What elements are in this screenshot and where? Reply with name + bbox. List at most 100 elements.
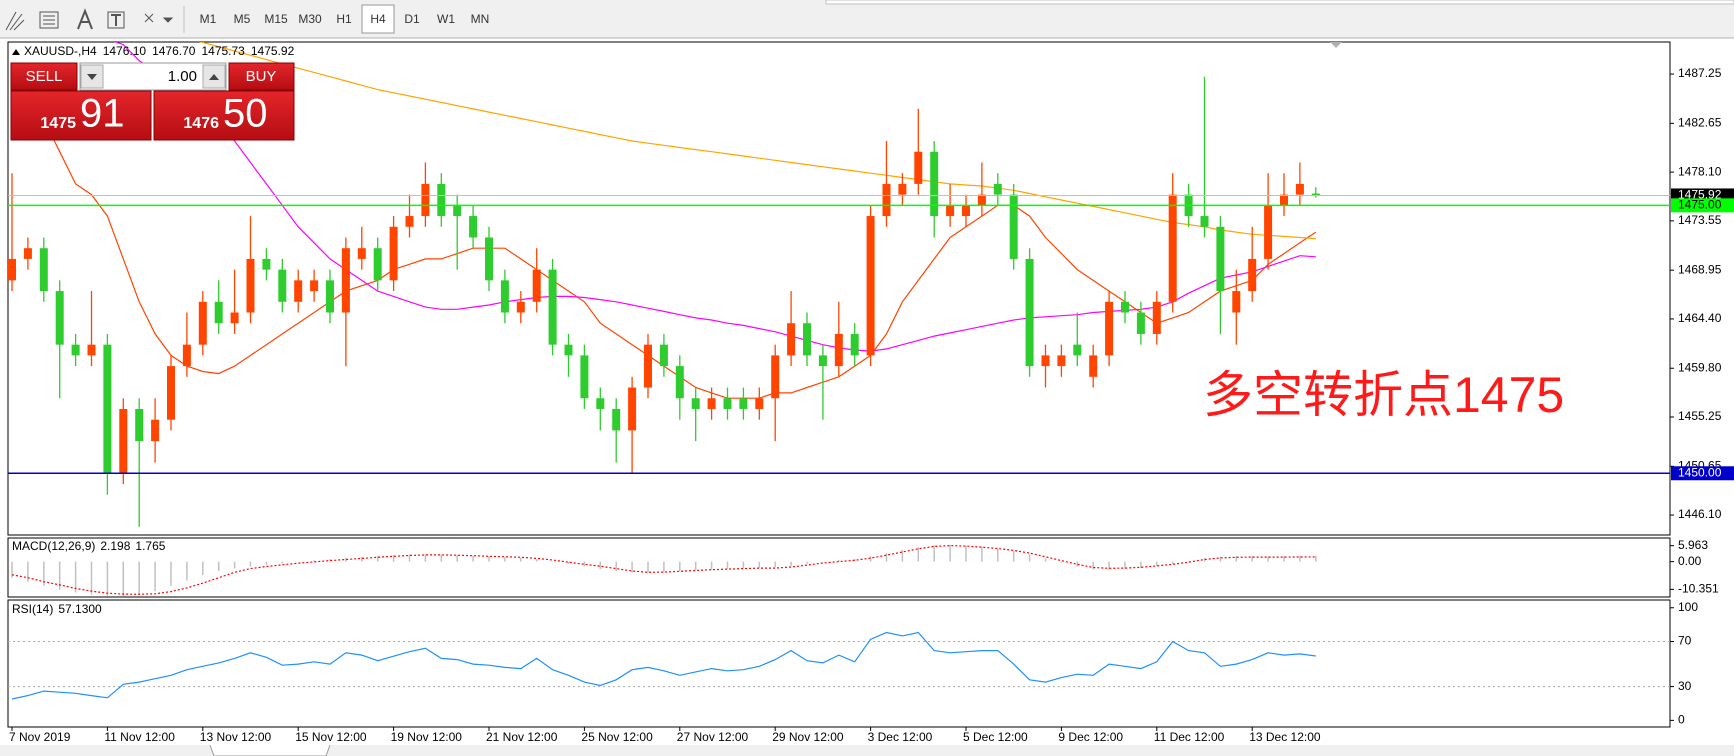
lot-value: 1.00 <box>168 68 197 85</box>
icon-text[interactable] <box>77 8 93 30</box>
header-part: 1475.92 <box>251 44 295 58</box>
macd-signal-value: 1.765 <box>135 539 165 553</box>
candle-body <box>1089 355 1098 377</box>
y-tick-label: 70 <box>1678 634 1692 648</box>
lot-field[interactable] <box>79 62 227 91</box>
candle-body <box>1248 258 1257 292</box>
x-tick-label: 21 Nov 12:00 <box>486 730 558 744</box>
icon-label-t <box>111 14 121 26</box>
x-tick-label: 9 Dec 12:00 <box>1058 730 1123 744</box>
candle-body <box>278 269 287 302</box>
candle-body <box>1168 194 1177 302</box>
candle-body <box>818 355 827 367</box>
candle-body <box>1041 355 1050 367</box>
candle-body <box>119 408 128 474</box>
macd-value: 2.198 <box>100 539 130 553</box>
icon-fib-lines <box>43 15 55 25</box>
lot-up-arrow <box>209 74 219 80</box>
candle-body <box>564 344 573 356</box>
level-box <box>1671 466 1734 481</box>
candle-body <box>87 344 96 356</box>
timeframe-bar: M1 M5 M15 M30 H1 H4 D1 W1 MN <box>200 4 489 34</box>
y-tick-label: 1446.10 <box>1678 507 1722 521</box>
lot-down-arrow <box>87 74 97 80</box>
candle-body <box>39 248 48 292</box>
buy-button[interactable] <box>228 62 295 91</box>
candle-body <box>182 344 191 367</box>
level-label: 1475.00 <box>1678 198 1722 212</box>
candle-body <box>1152 301 1161 334</box>
candle-body <box>1073 344 1082 356</box>
bid-small: 91 <box>80 92 125 136</box>
candle-body <box>532 269 541 302</box>
rsi-reading: 57.1300 <box>58 602 102 616</box>
candle-body <box>246 258 255 313</box>
candle-body <box>1136 312 1145 334</box>
header-part: 1475.73 <box>201 44 245 58</box>
y-tick-label: -10.351 <box>1678 582 1719 596</box>
candle-body <box>962 205 970 217</box>
y-tick-label: 30 <box>1678 679 1692 693</box>
y-tick-label: 1459.80 <box>1678 360 1722 374</box>
candle-body <box>1232 291 1241 313</box>
sell-button[interactable] <box>10 62 78 91</box>
x-tick-label: 13 Nov 12:00 <box>200 730 272 744</box>
candle-body <box>691 398 700 409</box>
candle-body <box>755 398 764 409</box>
candle-body <box>151 419 160 442</box>
candle-body <box>659 344 668 367</box>
x-tick-label: 15 Nov 12:00 <box>295 730 367 744</box>
bid-big: 1475 <box>40 115 76 132</box>
candle-body <box>214 301 223 324</box>
candle-body <box>405 216 414 227</box>
candle-body <box>469 216 478 238</box>
candle-body <box>1200 216 1209 227</box>
header-part: XAUUSD-,H4 <box>24 44 97 58</box>
y-tick-label: 1468.95 <box>1678 262 1722 276</box>
candle-body <box>1295 183 1304 195</box>
candle-body <box>1216 226 1225 292</box>
x-tick-label: 13 Dec 12:00 <box>1249 730 1321 744</box>
icon-label[interactable] <box>107 11 125 29</box>
candle-body <box>993 183 1002 195</box>
toolbar <box>0 0 1734 38</box>
candle-body <box>71 344 80 356</box>
trade-panel: SELL 1.00 BUY 1475 91 1476 50 <box>10 62 295 141</box>
toolbar-icons <box>5 6 185 33</box>
x-tick-label: 11 Dec 12:00 <box>1154 730 1225 744</box>
candle-body <box>437 183 446 217</box>
candle-body <box>930 151 939 217</box>
candle-body <box>675 366 684 399</box>
candle-body <box>357 248 366 259</box>
icon-arrows[interactable] <box>144 13 174 23</box>
y-tick-label: 100 <box>1678 600 1698 614</box>
timeframe-label: W1 <box>437 12 455 26</box>
ask-box[interactable] <box>153 90 295 141</box>
y-tick-label: 5.963 <box>1678 538 1708 552</box>
y-tick-label: 0 <box>1678 713 1685 727</box>
candle-body <box>866 216 875 356</box>
icon-lines[interactable] <box>5 11 25 31</box>
ask-big: 1476 <box>183 115 219 132</box>
candle-body <box>55 291 64 345</box>
chart-header: XAUUSD-,H4 1476.10 1476.70 1475.73 1475.92 <box>24 44 295 58</box>
candle-body <box>230 312 239 324</box>
level-label: 1450.00 <box>1678 465 1722 479</box>
rsi-header: RSI(14) 57.1300 <box>12 602 102 616</box>
rsi-line <box>11 631 1316 700</box>
x-tick-label: 11 Nov 12:00 <box>104 730 175 744</box>
tab-strip <box>0 745 1734 756</box>
bid-box[interactable] <box>10 90 152 141</box>
candle-body <box>596 398 605 409</box>
timeframe-label: M30 <box>298 12 322 26</box>
tab[interactable] <box>209 744 331 756</box>
macd-signal <box>11 544 1316 595</box>
candle-body <box>1057 355 1066 367</box>
candle-body <box>1311 193 1320 196</box>
candle-body <box>516 301 525 313</box>
candle-body <box>580 355 589 399</box>
moving-average <box>199 42 1316 240</box>
candle-body <box>294 280 303 302</box>
timeframe-button[interactable] <box>361 4 395 34</box>
icon-fib[interactable] <box>39 11 59 29</box>
